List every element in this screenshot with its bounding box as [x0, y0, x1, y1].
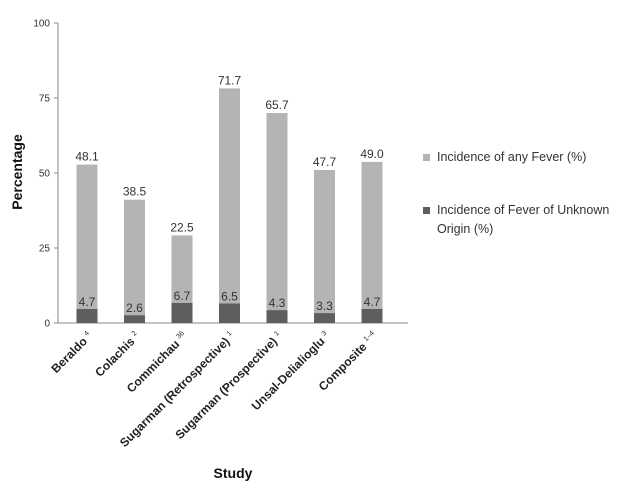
data-label-any-fever: 38.5: [123, 185, 147, 199]
y-tick-label: 0: [44, 319, 50, 330]
data-label-fuo: 4.7: [79, 295, 96, 309]
data-label-fuo: 4.7: [364, 295, 381, 309]
data-label-any-fever: 65.7: [265, 98, 289, 112]
bar-any-fever: [76, 164, 98, 309]
bar-any-fever: [314, 170, 335, 314]
bar-fuo: [361, 308, 383, 323]
category-superscript: 2: [131, 330, 139, 338]
category-superscript: 36: [175, 330, 186, 341]
bar-any-fever: [266, 113, 288, 311]
data-label-any-fever: 47.7: [313, 155, 337, 169]
bar-fuo: [219, 303, 240, 323]
data-label-fuo: 2.6: [126, 301, 143, 315]
bar-fuo: [171, 302, 193, 323]
y-tick-labels: 0 25 50 75 100: [33, 19, 58, 330]
y-tick-label: 75: [39, 94, 51, 105]
y-tick-label: 100: [33, 19, 50, 30]
data-label-fuo: 4.3: [269, 296, 286, 310]
bar-any-fever: [171, 235, 193, 303]
legend-swatch-fuo: [423, 207, 430, 214]
bar-fuo: [124, 315, 145, 323]
bar-any-fever: [124, 199, 145, 316]
data-label-fuo: 3.3: [316, 299, 333, 313]
data-label-any-fever: 71.7: [218, 73, 242, 87]
bar-any-fever: [361, 161, 383, 309]
y-axis-title: Percentage: [9, 134, 25, 210]
category-label: Colachis 2: [92, 329, 142, 379]
category-label: Beraldo 4: [49, 329, 96, 376]
category-superscript: 3: [321, 330, 329, 338]
x-axis-title: Study: [214, 465, 253, 481]
bar-fuo: [314, 313, 335, 323]
data-label-any-fever: 49.0: [360, 147, 384, 161]
y-tick-label: 50: [39, 169, 51, 180]
data-label-any-fever: 22.5: [170, 220, 194, 234]
bars: [76, 88, 383, 323]
category-superscript: 1–4: [363, 330, 376, 343]
data-label-fuo: 6.5: [221, 290, 238, 304]
bar-any-fever: [219, 88, 240, 304]
bar-fuo: [266, 310, 288, 323]
category-superscript: 4: [83, 330, 91, 338]
y-tick-label: 25: [39, 244, 51, 255]
category-superscript: 1: [226, 330, 234, 338]
data-label-fuo: 6.7: [174, 289, 191, 303]
legend-item-any-fever: Incidence of any Fever (%): [423, 148, 613, 167]
legend-label-any-fever: Incidence of any Fever (%): [437, 150, 587, 164]
bar-fuo: [76, 308, 98, 323]
legend-label-fuo: Incidence of Fever of Unknown Origin (%): [437, 203, 610, 236]
data-labels: 48.1 4.7 38.5 2.6 22.5 6.7 71.7 6.5 65.7 4.3 47.7 3…: [75, 73, 384, 315]
legend-swatch-any-fever: [423, 154, 430, 161]
legend: Incidence of any Fever (%) Incidence of …: [423, 148, 613, 239]
legend-item-fuo: Incidence of Fever of Unknown Origin (%): [423, 201, 613, 239]
category-superscript: 1: [273, 330, 281, 338]
data-label-any-fever: 48.1: [75, 150, 99, 164]
